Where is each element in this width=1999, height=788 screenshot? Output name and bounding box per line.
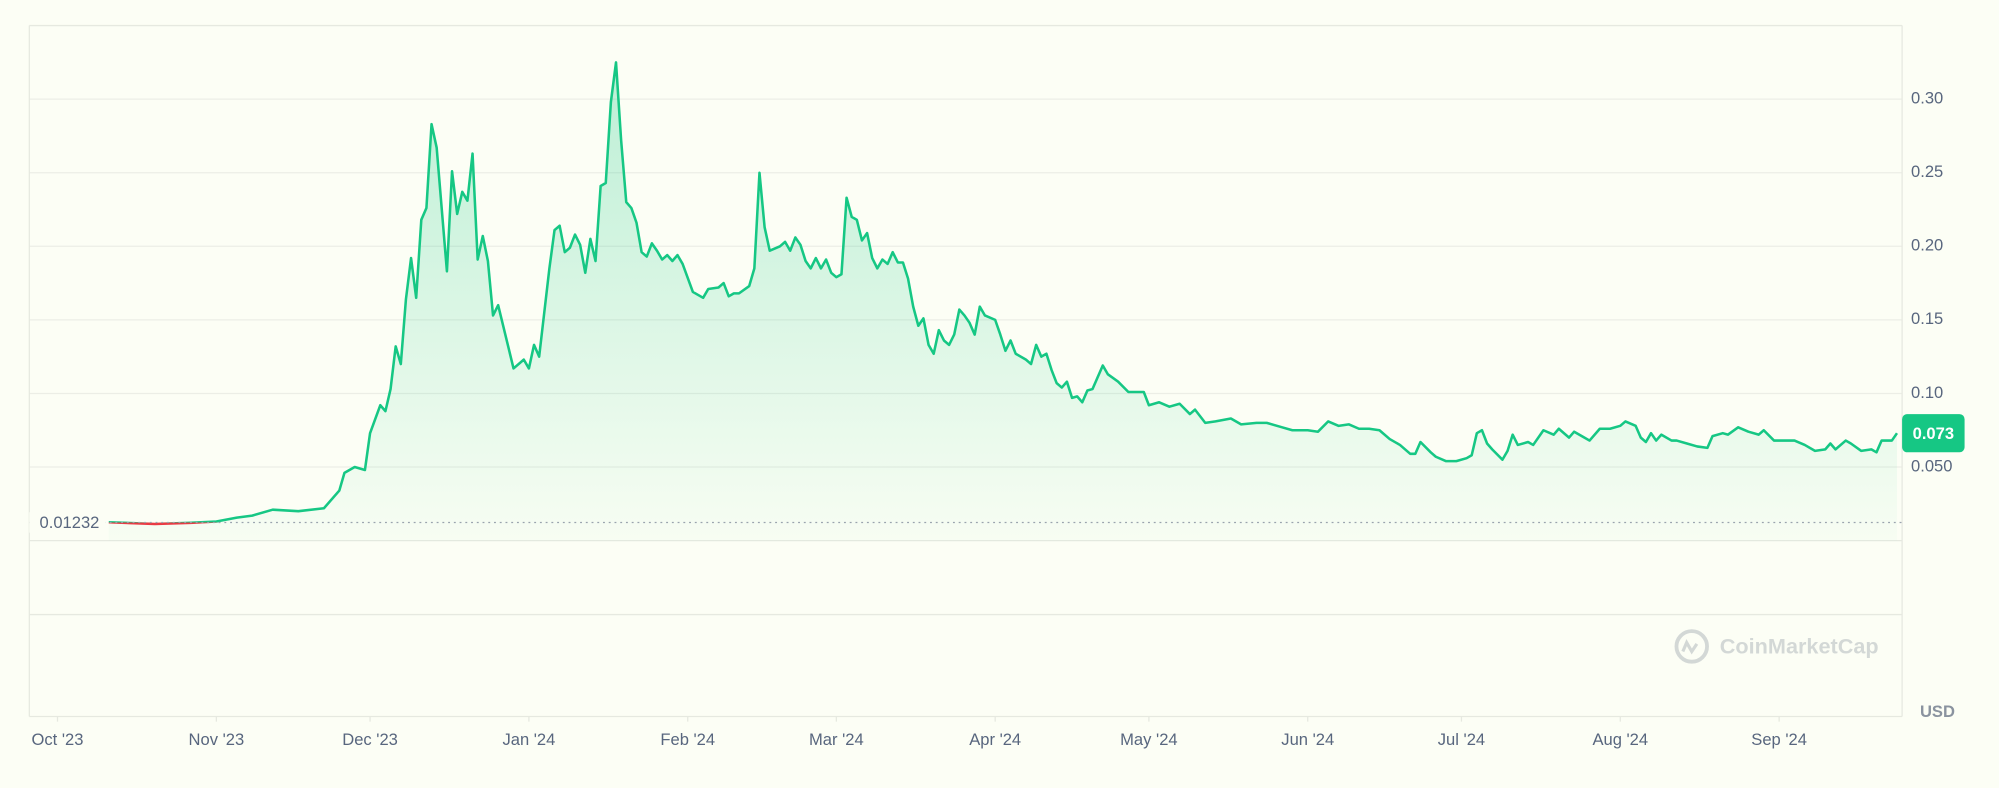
- y-tick-label: 0.25: [1911, 162, 1943, 181]
- baseline-label: 0.01232: [40, 513, 100, 532]
- x-tick-label: May '24: [1120, 730, 1177, 749]
- x-tick-label: Mar '24: [809, 730, 864, 749]
- x-tick-label: Nov '23: [189, 730, 245, 749]
- x-tick-label: Feb '24: [660, 730, 715, 749]
- x-tick-label: Jan '24: [502, 730, 555, 749]
- currency-label: USD: [1920, 702, 1955, 721]
- x-tick-label: Oct '23: [32, 730, 84, 749]
- watermark-logo: [1681, 639, 1699, 655]
- baseline-label-bg: [29, 512, 106, 533]
- current-price-label: 0.073: [1913, 424, 1954, 443]
- x-tick-label: Apr '24: [969, 730, 1021, 749]
- y-tick-label: 0.15: [1911, 309, 1943, 328]
- watermark: CoinMarketCap: [1674, 629, 1879, 664]
- x-tick-label: Jul '24: [1438, 730, 1485, 749]
- y-tick-label: 0.10: [1911, 383, 1943, 402]
- x-tick-label: Aug '24: [1592, 730, 1648, 749]
- price-line: [108, 61, 1899, 526]
- y-tick-label: 0.20: [1911, 236, 1943, 255]
- watermark-logo: [1674, 629, 1709, 664]
- current-price-badge: [1902, 414, 1965, 453]
- y-tick-label: 0.050: [1911, 456, 1952, 475]
- area: [108, 62, 1897, 541]
- series: 0.01232: [29, 61, 1903, 541]
- x-tick-label: Dec '23: [342, 730, 398, 749]
- x-tick-label: Sep '24: [1751, 730, 1807, 749]
- watermark-text: CoinMarketCap: [1720, 633, 1879, 658]
- y-tick-label: 0.30: [1911, 89, 1943, 108]
- x-tick-label: Jun '24: [1281, 730, 1334, 749]
